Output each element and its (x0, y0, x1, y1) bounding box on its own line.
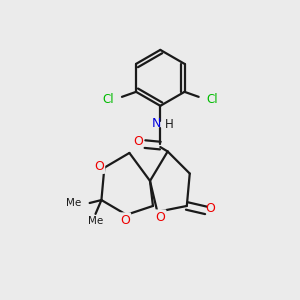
Text: O: O (205, 202, 215, 215)
Text: Cl: Cl (102, 93, 114, 106)
Text: H: H (165, 118, 173, 130)
Text: N: N (152, 117, 161, 130)
Text: Cl: Cl (207, 93, 218, 106)
Text: O: O (155, 211, 165, 224)
Text: O: O (120, 214, 130, 226)
Text: O: O (94, 160, 104, 173)
Text: O: O (133, 135, 143, 148)
Text: Me: Me (66, 198, 82, 208)
Text: Me: Me (88, 216, 103, 226)
